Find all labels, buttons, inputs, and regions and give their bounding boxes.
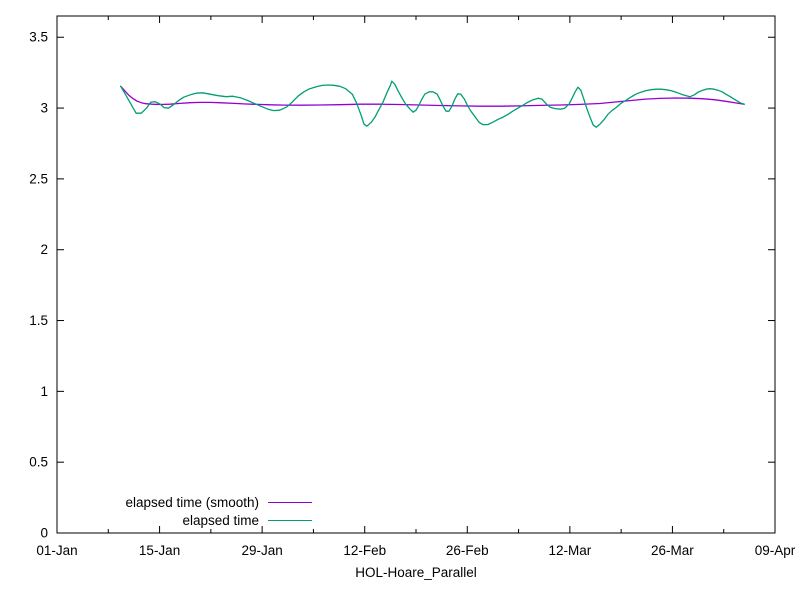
legend-line-sample-elapsed	[268, 519, 312, 521]
x-tick-label: 09-Apr	[755, 543, 796, 558]
x-tick-label: 26-Mar	[651, 543, 694, 558]
x-tick-label: 15-Jan	[139, 543, 180, 558]
y-tick-label: 2	[40, 242, 48, 257]
y-tick-label: 1	[40, 384, 48, 399]
y-tick-label: 3.5	[29, 30, 48, 45]
legend-item-elapsed-time: elapsed time	[40, 512, 312, 528]
series-line-elapsed-time	[120, 80, 745, 128]
x-tick-label: 01-Jan	[36, 543, 77, 558]
legend-item-elapsed-time-smooth: elapsed time (smooth)	[40, 494, 312, 510]
plot-border	[56, 15, 776, 534]
legend-label-elapsed-time-smooth: elapsed time (smooth)	[125, 494, 259, 510]
x-axis-title: HOL-Hoare_Parallel	[355, 565, 477, 580]
legend: elapsed time (smooth) elapsed time	[40, 494, 312, 528]
y-tick-label: 1.5	[29, 313, 48, 328]
series-line-elapsed-time-smooth-	[120, 85, 745, 107]
legend-line-sample-smooth	[268, 501, 312, 503]
x-tick-label: 26-Feb	[446, 543, 489, 558]
y-tick-label: 2.5	[29, 171, 48, 186]
x-tick-label: 29-Jan	[242, 543, 283, 558]
y-tick-label: 0.5	[29, 455, 48, 470]
y-tick-label: 3	[40, 101, 48, 116]
x-tick-label: 12-Feb	[343, 543, 386, 558]
legend-label-elapsed-time: elapsed time	[182, 512, 259, 528]
x-tick-label: 12-Mar	[548, 543, 591, 558]
y-tick-label: 0	[40, 526, 48, 541]
